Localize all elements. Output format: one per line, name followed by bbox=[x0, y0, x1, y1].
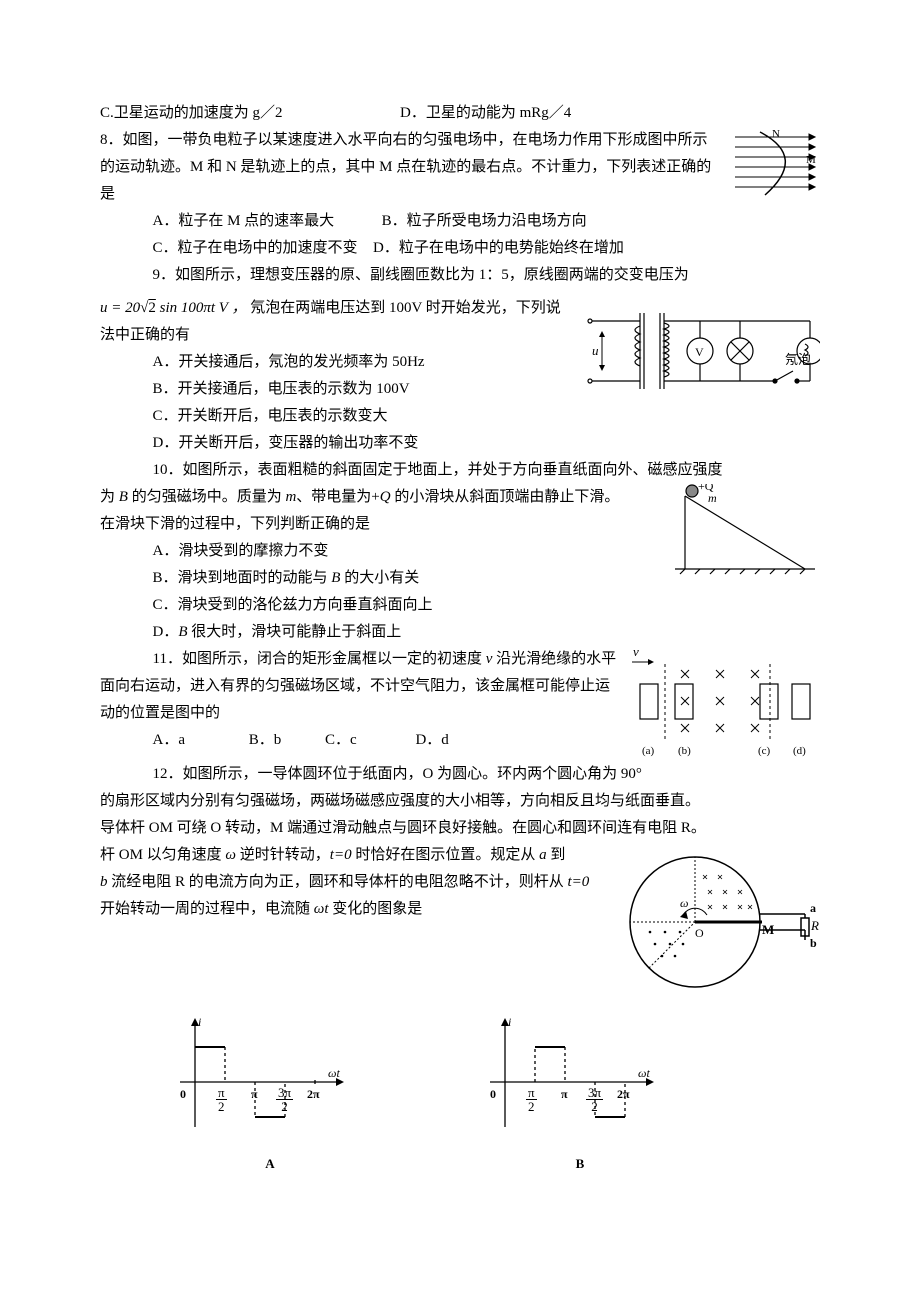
q10-opt-b-b: 的大小有关 bbox=[340, 570, 419, 586]
q12: ω O M a R b 杆 OM 以匀角速度 ω 逆时针转动，t=0 时恰好在图… bbox=[100, 842, 820, 923]
q12-text2: 的扇形区域内分别有匀强磁场，两磁场磁感应强度的大小相等，方向相反且均与纸面垂直。 bbox=[100, 788, 820, 815]
q9-formula-sqrt: 2 bbox=[148, 300, 156, 316]
graphB-pi: π bbox=[561, 1087, 568, 1101]
q11-fig-d: (d) bbox=[793, 745, 806, 757]
q12-graphs: i ωt 0 π2 π 3π2 2π A bbox=[160, 1012, 820, 1175]
q7-opt-d: D．卫星的动能为 mRg／4 bbox=[400, 105, 571, 121]
q12-omegat: ωt bbox=[314, 901, 329, 917]
q12-text6a: 开始转动一周的过程中，电流随 bbox=[100, 901, 314, 917]
q12-t0a: t=0 bbox=[330, 847, 352, 863]
q12-a: a bbox=[539, 847, 547, 863]
q12-fig-a: a bbox=[810, 901, 816, 915]
q10-B: B bbox=[119, 489, 128, 505]
q9-formula-prefix: u = 20 bbox=[100, 300, 140, 316]
q7-options: C.卫星运动的加速度为 g／2 D．卫星的动能为 mRg／4 bbox=[100, 100, 820, 127]
q8-fig-N: N bbox=[772, 128, 780, 140]
q9-fig-neon: 氖泡 bbox=[785, 352, 811, 367]
q10-optd-B: B bbox=[178, 624, 187, 640]
q10-text2b: 的匀强磁场中。质量为 bbox=[128, 489, 286, 505]
graphA-pi: π bbox=[251, 1087, 258, 1101]
svg-text:V: V bbox=[695, 345, 704, 359]
q12-graph-b: i ωt 0 π2 π 3π2 2π B bbox=[470, 1012, 660, 1175]
graphA-2pi: 2π bbox=[307, 1087, 320, 1101]
q8-opt-c: C．粒子在电场中的加速度不变 bbox=[153, 240, 358, 256]
q11-fig-c: (c) bbox=[758, 745, 771, 757]
q12-figure: ω O M a R b bbox=[610, 842, 820, 1002]
q11-fig-a: (a) bbox=[642, 745, 655, 757]
q9-opt-d: D．开关断开后，变压器的输出功率不变 bbox=[100, 430, 820, 457]
q9-figure: V u 氖泡 bbox=[580, 301, 820, 401]
q12-text5b: 流经电阻 R 的电流方向为正，圆环和导体杆的电阻忽略不计，则杆从 bbox=[108, 874, 568, 890]
q11-opt-b: B．b bbox=[249, 732, 282, 748]
graphB-2pi: 2π bbox=[617, 1087, 630, 1101]
graphA-i: i bbox=[198, 1015, 201, 1029]
q8-opt-d: D．粒子在电场中的电势能始终在增加 bbox=[373, 240, 624, 256]
q9: V u 氖泡 u = 2 bbox=[100, 295, 820, 457]
graphA-ox: ωt bbox=[328, 1066, 340, 1080]
q12-text3: 导体杆 OM 可绕 O 转动，M 端通过滑动触点与圆环良好接触。在圆心和圆环间连… bbox=[100, 815, 820, 842]
q11-fig-v: v bbox=[633, 646, 639, 659]
q12-text4c: 时恰好在图示位置。规定从 bbox=[352, 847, 540, 863]
q10-figure: +Q m bbox=[670, 484, 820, 579]
graphB-i: i bbox=[508, 1015, 511, 1029]
q8-fig-M: M bbox=[806, 154, 816, 166]
q12-text4d: 到 bbox=[547, 847, 566, 863]
q11-opt-a: A．a bbox=[153, 732, 186, 748]
q10-opt-d-a: D． bbox=[153, 624, 179, 640]
q12-text4a: 杆 OM 以匀角速度 bbox=[100, 847, 225, 863]
q8-opt-b: B．粒子所受电场力沿电场方向 bbox=[382, 213, 587, 229]
q10-text1: 10．如图所示，表面粗糙的斜面固定于地面上，并处于方向垂直纸面向外、磁感应强度 bbox=[100, 457, 820, 484]
q10-opt-c: C．滑块受到的洛伦兹力方向垂直斜面向上 bbox=[100, 592, 820, 619]
q12-fig-R: R bbox=[810, 918, 819, 933]
q10-opt-d-b: 很大时，滑块可能静止于斜面上 bbox=[188, 624, 402, 640]
graphA-0: 0 bbox=[180, 1087, 186, 1101]
q12-text6b: 变化的图象是 bbox=[329, 901, 423, 917]
q11-fig-b: (b) bbox=[678, 745, 691, 757]
q12-text1: 12．如图所示，一导体圆环位于纸面内，O 为圆心。环内两个圆心角为 90° bbox=[100, 761, 820, 788]
q10-m: m bbox=[285, 489, 296, 505]
q11: v bbox=[100, 646, 820, 754]
q8: N M 8．如图，一带负电粒子以某速度进入水平向右的匀强电场中，在电场力作用下形… bbox=[100, 127, 820, 262]
graphA-label: A bbox=[190, 1152, 350, 1175]
q8-text: 8．如图，一带负电粒子以某速度进入水平向右的匀强电场中，在电场力作用下形成图中所… bbox=[100, 127, 820, 208]
q11-figure: v bbox=[630, 646, 820, 761]
q12-fig-omega: ω bbox=[680, 896, 688, 910]
q10-text2a: 为 bbox=[100, 489, 119, 505]
q9-fig-u: u bbox=[592, 343, 599, 358]
q9-text1: 9．如图所示，理想变压器的原、副线圈匝数比为 1：5，原线圈两端的交变电压为 bbox=[100, 262, 820, 289]
q12-omega: ω bbox=[225, 847, 236, 863]
graphB-0: 0 bbox=[490, 1087, 496, 1101]
q10-Q: Q bbox=[380, 489, 391, 505]
q12-text4b: 逆时针转动， bbox=[236, 847, 330, 863]
q10-fig-m: m bbox=[708, 491, 717, 505]
q12-fig-b: b bbox=[810, 936, 817, 950]
q10: +Q m 为 B 的匀强磁场中。质量为 m、带电量为+Q 的小滑块从斜面顶端由静… bbox=[100, 484, 820, 646]
q7-opt-c: C.卫星运动的加速度为 g／2 bbox=[100, 105, 283, 121]
q10-text2d: 的小滑块从斜面顶端由静止下滑。 bbox=[391, 489, 620, 505]
q12-graph-a: i ωt 0 π2 π 3π2 2π A bbox=[160, 1012, 350, 1175]
q11-text1b: 沿光滑绝缘的水平 bbox=[492, 651, 616, 667]
q11-opt-c: C．c bbox=[325, 732, 357, 748]
q12-b: b bbox=[100, 874, 108, 890]
q11-text1a: 11．如图所示，闭合的矩形金属框以一定的初速度 bbox=[153, 651, 486, 667]
q8-figure: N M bbox=[730, 127, 820, 202]
q9-opt-c: C．开关断开后，电压表的示数变大 bbox=[100, 403, 820, 430]
q12-fig-O: O bbox=[695, 926, 704, 940]
q8-opt-a: A．粒子在 M 点的速率最大 bbox=[153, 213, 335, 229]
q12-t0b: t=0 bbox=[568, 874, 590, 890]
q9-formula-suffix: sin 100πt V ， bbox=[156, 300, 247, 316]
q11-opt-d: D．d bbox=[415, 732, 448, 748]
q10-text2c: 、带电量为+ bbox=[296, 489, 379, 505]
q10-opt-b-a: B．滑块到地面时的动能与 bbox=[153, 570, 332, 586]
q12-fig-M: M bbox=[762, 922, 774, 937]
graphB-label: B bbox=[500, 1152, 660, 1175]
graphB-ox: ωt bbox=[638, 1066, 650, 1080]
